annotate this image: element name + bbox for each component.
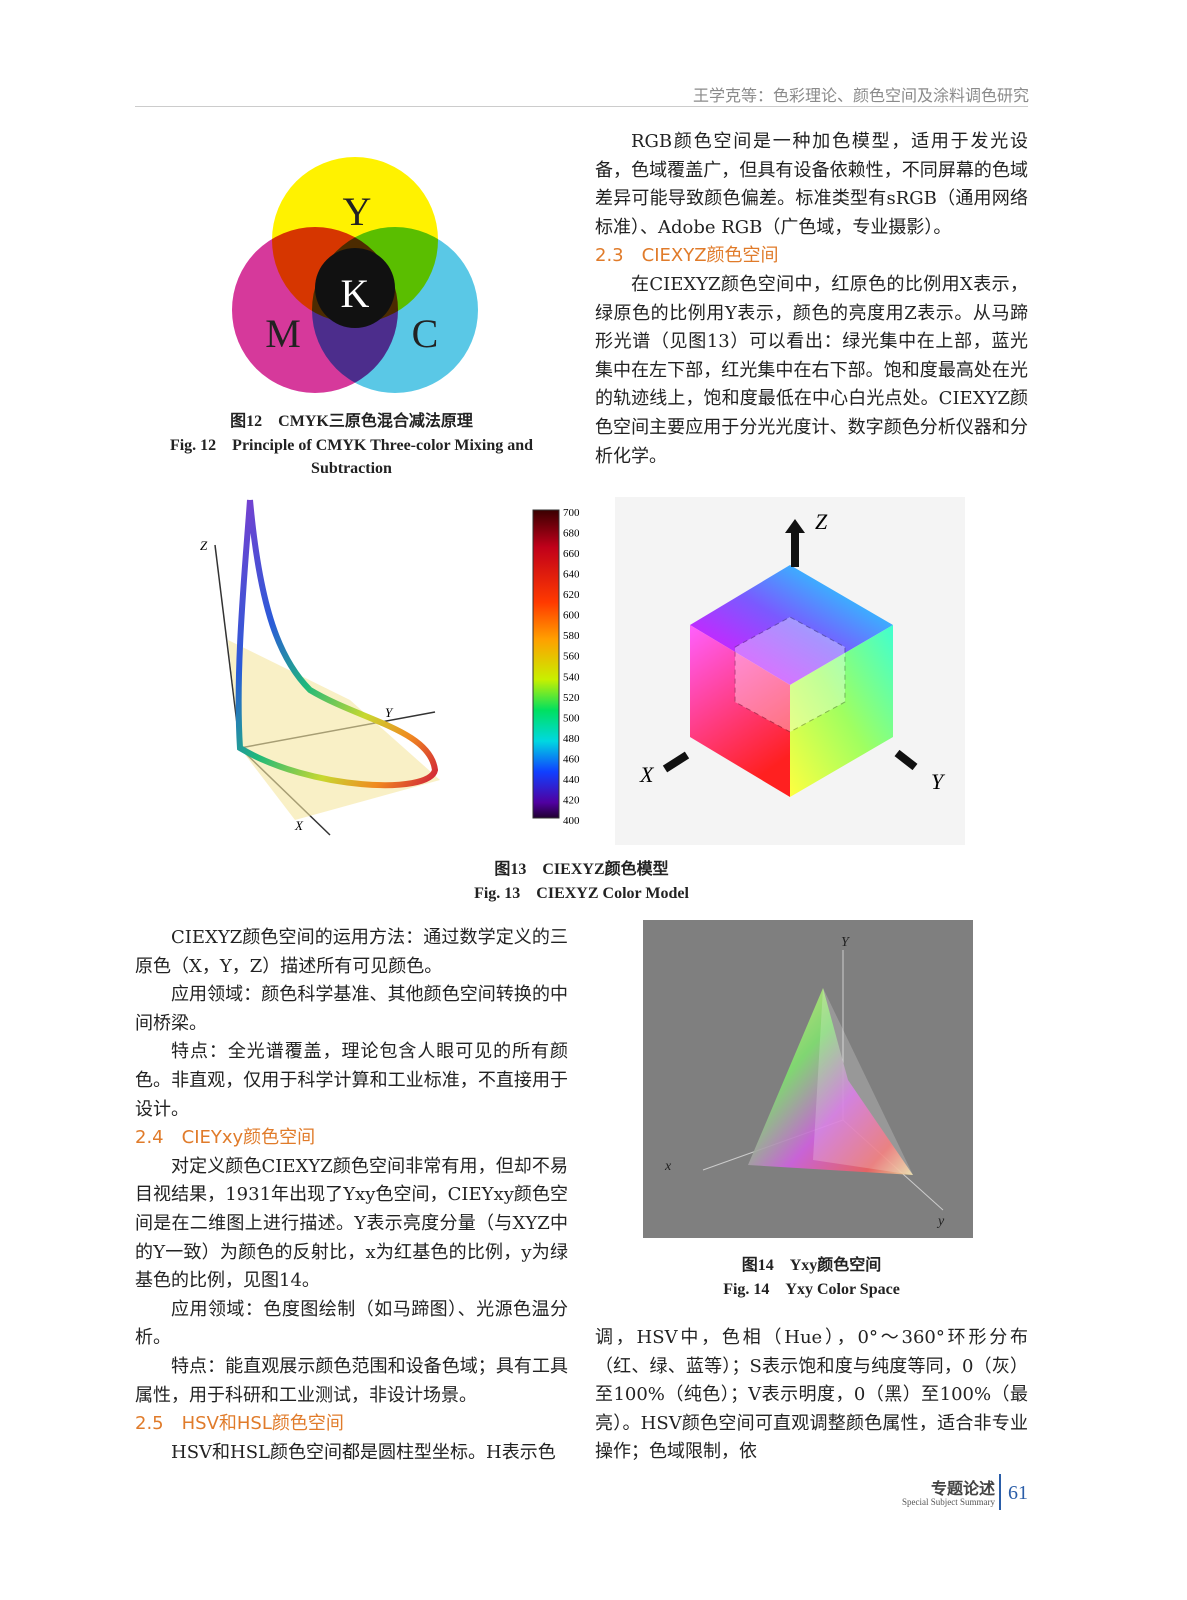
label-k: K	[341, 271, 370, 316]
axis-label: Y	[841, 935, 851, 950]
caption-cn: 图14 Yxy颜色空间	[741, 1257, 882, 1274]
colorbar-tick-label: 580	[563, 630, 580, 642]
colorbar-tick-label: 660	[563, 548, 580, 560]
paragraph: HSV和HSL颜色空间都是圆柱型坐标。H表示色	[171, 1441, 556, 1463]
colorbar-tick-label: 600	[563, 610, 580, 622]
colorbar-tick-label: 540	[563, 671, 580, 683]
paragraph: 应用领域：颜色科学基准、其他颜色空间转换的中间桥梁。	[135, 984, 568, 1034]
colorbar-tick-label: 420	[563, 794, 580, 806]
text-column: 调，HSV中，色相（Hue），0°～360°环形分布（红、绿、蓝等）；S表示饱和…	[595, 1324, 1028, 1467]
colorbar-tick-label: 700	[563, 507, 580, 519]
text-column: CIEXYZ颜色空间的运用方法：通过数学定义的三原色（X，Y，Z）描述所有可见颜…	[135, 924, 568, 1467]
section-heading: 2.3 CIEXYZ颜色空间	[595, 245, 779, 267]
xyz-spectral-plot: Z Y X	[200, 499, 440, 836]
page-number: 61	[1008, 1482, 1028, 1504]
axis-label: Y	[385, 705, 394, 720]
header-rule	[135, 106, 1028, 107]
axis-label: X	[639, 762, 655, 787]
section-heading: 2.5 HSV和HSL颜色空间	[135, 1413, 344, 1435]
label-m: M	[265, 311, 301, 356]
paragraph: 特点：能直观展示颜色范围和设备色域；具有工具属性，用于科研和工业测试，非设计场景…	[135, 1355, 568, 1406]
label-y: Y	[343, 189, 372, 234]
colorbar-tick-label: 520	[563, 692, 580, 704]
colorbar-tick-label: 500	[563, 712, 580, 724]
caption-cn: 图12 CMYK三原色混合减法原理	[230, 413, 473, 430]
running-title: 王学克等：色彩理论、颜色空间及涂料调色研究	[692, 86, 1029, 105]
text-column: RGB颜色空间是一种加色模型，适用于发光设备，色域覆盖广，但具有设备依赖性，不同…	[595, 128, 1028, 471]
yxy-plot: Y x y	[643, 920, 973, 1238]
paragraph: 应用领域：色度图绘制（如马蹄图）、光源色温分析。	[135, 1298, 568, 1349]
colorbar-tick-label: 680	[563, 528, 580, 540]
colorbar-tick-label: 460	[563, 753, 580, 765]
footer-section: 专题论述	[930, 1479, 995, 1498]
colorbar-tick-label: 560	[563, 651, 580, 663]
paragraph: 在CIEXYZ颜色空间中，红原色的比例用X表示，绿原色的比例用Y表示，颜色的亮度…	[595, 273, 1028, 467]
axis-label: x	[664, 1159, 672, 1174]
cmyk-diagram: Y K M C	[232, 157, 478, 393]
label-c: C	[412, 311, 439, 356]
rgb-cube: Z X Y	[615, 497, 965, 845]
colorbar-tick-label: 400	[563, 815, 580, 827]
caption-cn: 图13 CIEXYZ颜色模型	[494, 861, 669, 878]
axis-label: X	[294, 818, 304, 833]
paragraph: RGB颜色空间是一种加色模型，适用于发光设备，色域覆盖广，但具有设备依赖性，不同…	[595, 131, 1028, 238]
paragraph: 特点：全光谱覆盖，理论包含人眼可见的所有颜色。非直观，仅用于科学计算和工业标准，…	[135, 1041, 568, 1120]
footer-section-en: Special Subject Summary	[902, 1497, 995, 1507]
paragraph: CIEXYZ颜色空间的运用方法：通过数学定义的三原色（X，Y，Z）描述所有可见颜…	[135, 927, 568, 977]
section-heading: 2.4 CIEYxy颜色空间	[135, 1127, 316, 1149]
caption-en: Fig. 14 Yxy Color Space	[723, 1281, 900, 1298]
axis-label: Y	[931, 769, 946, 794]
paragraph: 调，HSV中，色相（Hue），0°～360°环形分布（红、绿、蓝等）；S表示饱和…	[595, 1327, 1028, 1463]
caption-en: Fig. 13 CIEXYZ Color Model	[474, 885, 689, 902]
colorbar-tick-label: 640	[563, 569, 580, 581]
colorbar-tick-label: 620	[563, 589, 580, 601]
colorbar-tick-label: 440	[563, 774, 580, 786]
colorbar: 700 680 660 640 620 600 580 560 540 520 500 480 460 4…	[532, 507, 580, 827]
axis-label: Z	[200, 538, 208, 553]
colorbar-tick-label: 480	[563, 733, 580, 745]
axis-label: Z	[815, 509, 828, 534]
caption-en: Fig. 12 Principle of CMYK Three-color Mi…	[169, 437, 534, 477]
axis-label: y	[936, 1214, 945, 1229]
footer-rule	[999, 1474, 1001, 1510]
paragraph: 对定义颜色CIEXYZ颜色空间非常有用，但却不易目视结果，1931年出现了Yxy…	[135, 1155, 568, 1292]
